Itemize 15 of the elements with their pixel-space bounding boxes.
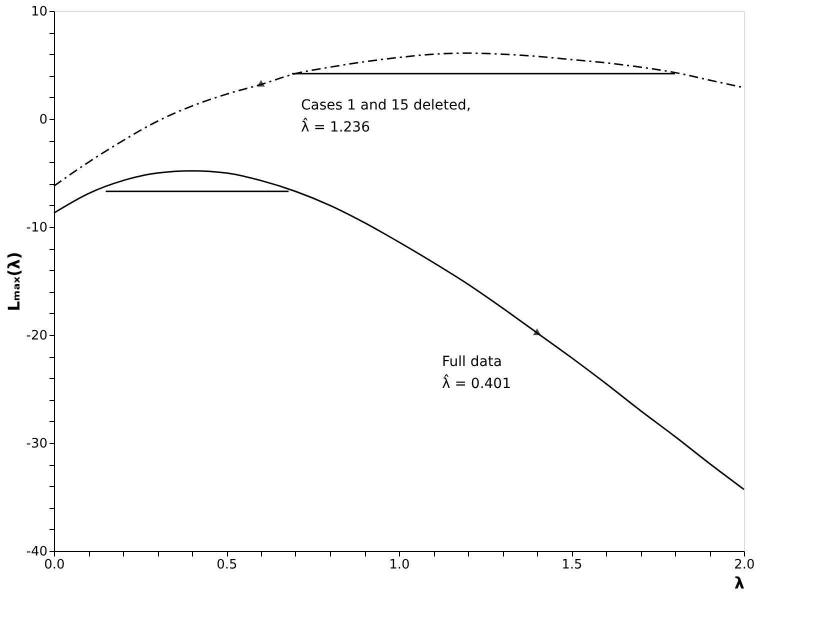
y-tick-label: -10	[26, 220, 48, 236]
y-tick-label: 10	[30, 4, 48, 20]
y-tick-label: 0	[39, 112, 48, 128]
y-tick-label: -30	[26, 436, 48, 452]
x-tick-label: 1.0	[389, 558, 410, 572]
x-tick-label: 0.5	[216, 558, 238, 572]
x-tick-label: 1.5	[562, 558, 582, 572]
annotation: Full data λ̂ = 0.401	[442, 354, 511, 392]
y-tick-label: -20	[26, 328, 48, 344]
x-axis-title: λ	[734, 574, 744, 592]
x-tick-label: 0.0	[44, 558, 65, 572]
y-axis-title: Lₘₐₓ(λ)	[4, 252, 24, 312]
annotation: Cases 1 and 15 deleted, λ̂ = 1.236	[301, 97, 471, 136]
x-tick-label: 2.0	[734, 558, 755, 572]
y-tick-label: -40	[26, 544, 48, 560]
